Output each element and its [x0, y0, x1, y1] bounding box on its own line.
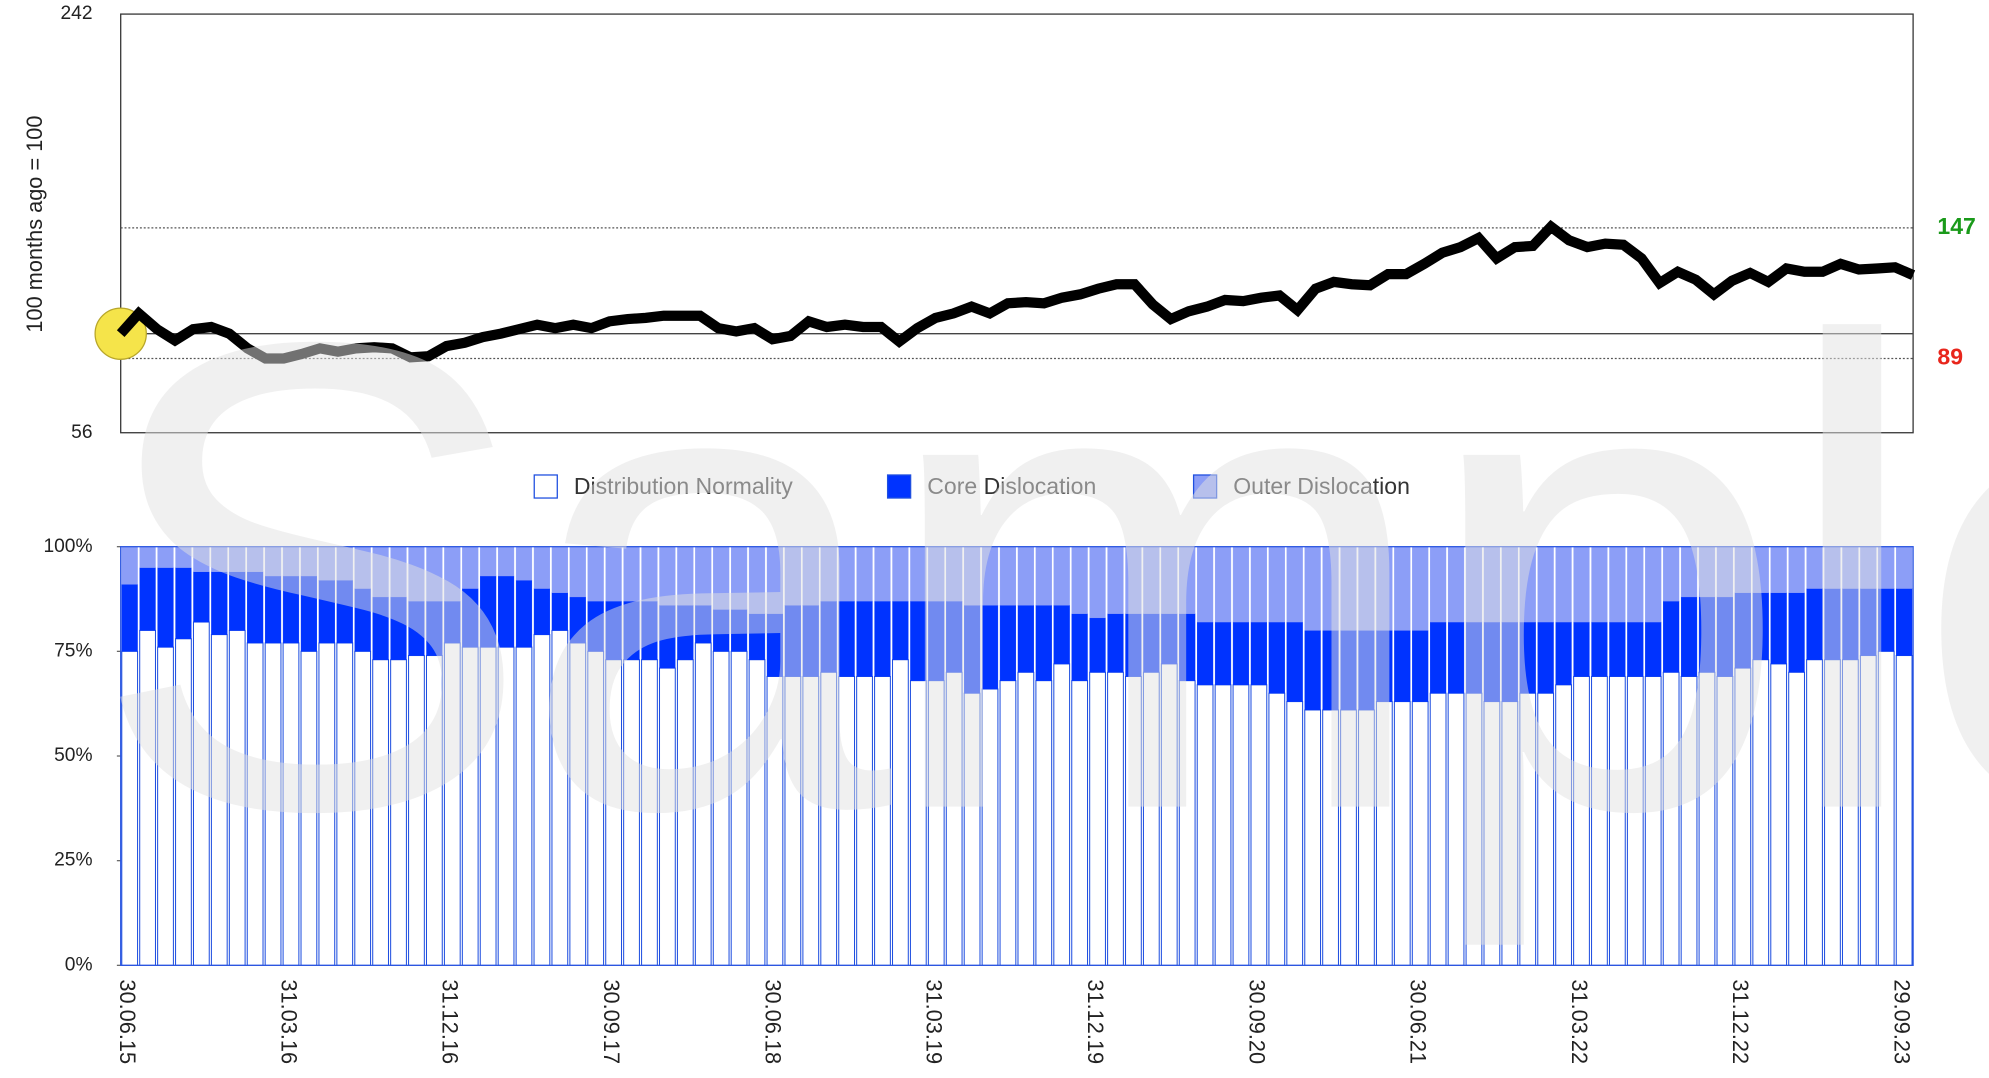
y-tick-label: 75% — [54, 640, 92, 661]
x-tick-label: 31.03.22 — [1567, 979, 1592, 1064]
x-tick-label: 30.06.21 — [1406, 979, 1431, 1064]
x-tick-label: 31.12.22 — [1728, 979, 1753, 1064]
legend-swatch — [886, 474, 912, 499]
y-tick-label: 50% — [54, 745, 92, 766]
legend-swatch — [533, 474, 558, 499]
y-axis-label: 100 months ago = 100 — [22, 116, 47, 333]
y-tick-label: 100% — [43, 536, 92, 557]
reference-label: 89 — [1937, 344, 1963, 370]
x-tick-label: 29.09.23 — [1890, 979, 1915, 1064]
x-tick-label: 30.09.20 — [1244, 979, 1269, 1064]
reference-label: 147 — [1937, 213, 1975, 239]
x-tick-label: 31.03.16 — [276, 979, 301, 1064]
y-tick-label: 242 — [61, 3, 93, 24]
x-tick-label: 30.06.18 — [760, 979, 785, 1064]
legend-label: Outer Dislocation — [1233, 473, 1410, 499]
x-tick-label: 30.06.15 — [115, 979, 140, 1064]
watermark: Sample — [90, 205, 1989, 953]
y-tick-label: 0% — [65, 954, 93, 975]
plot-frame — [120, 546, 1914, 966]
x-tick-label: 31.12.16 — [438, 979, 463, 1064]
legend-label: Core Dislocation — [927, 473, 1096, 499]
y-tick-label: 56 — [71, 422, 92, 443]
plot-frame — [120, 13, 1914, 434]
legend-swatch — [1192, 474, 1218, 499]
line-series — [116, 219, 1916, 364]
x-tick-label: 31.03.19 — [922, 979, 947, 1064]
legend-label: Distribution Normality — [574, 473, 793, 499]
y-tick-label: 25% — [54, 850, 92, 871]
x-tick-label: 30.09.17 — [599, 979, 624, 1064]
x-tick-label: 31.12.19 — [1083, 979, 1108, 1064]
